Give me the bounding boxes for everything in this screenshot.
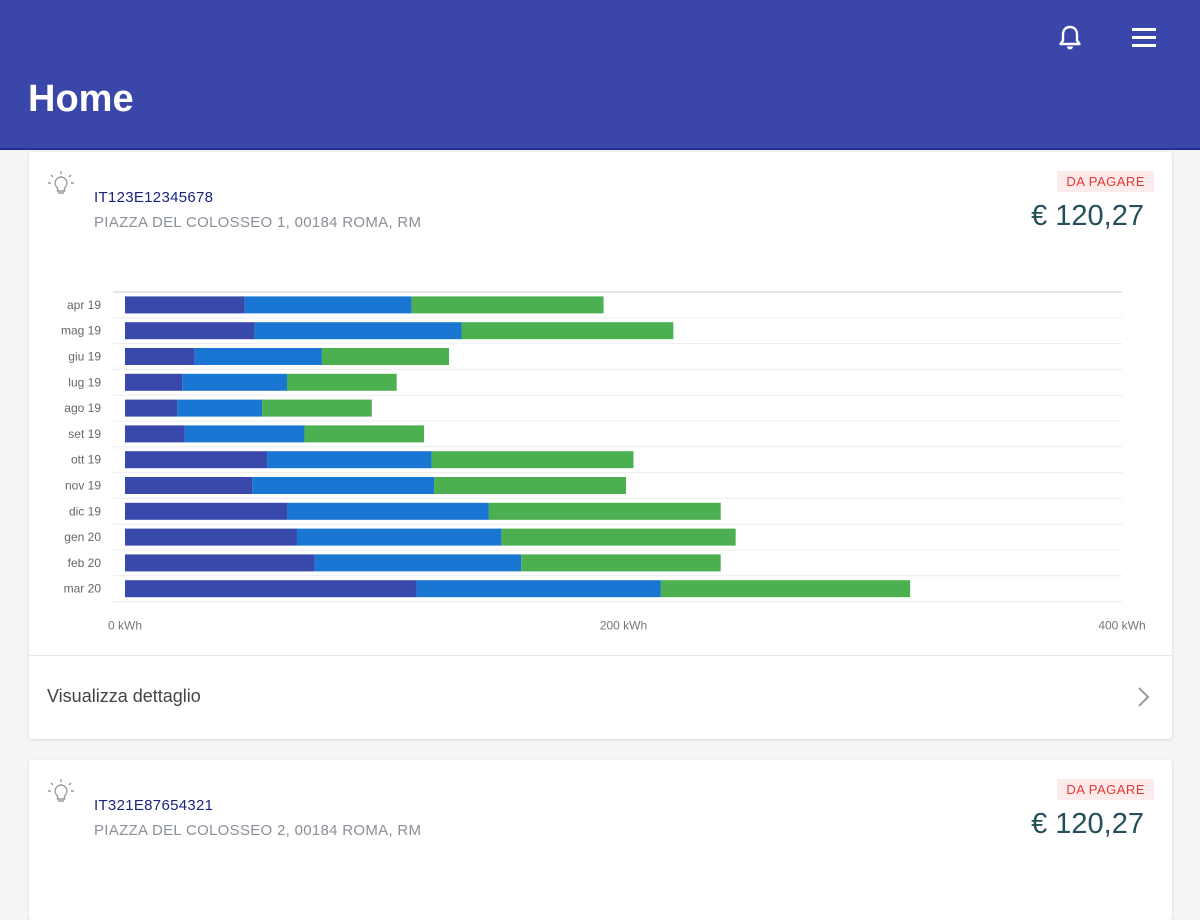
lightbulb-icon [48, 779, 74, 802]
bar-segment [125, 580, 417, 598]
bar-segment [254, 322, 462, 340]
app-bar: Home [0, 0, 1200, 150]
x-tick-label: 400 kWh [1098, 619, 1145, 633]
bar-segment [321, 348, 450, 365]
bar-segment [287, 373, 397, 391]
bar-segment [125, 528, 297, 546]
supply-address: PIAZZA DEL COLOSSEO 2, 00184 ROMA, RM [94, 822, 422, 839]
bar-segment [488, 502, 721, 520]
notifications-button[interactable] [1054, 22, 1086, 54]
category-label: dic 19 [69, 504, 101, 518]
bar-segment [125, 554, 315, 572]
x-tick-label: 200 kWh [600, 619, 647, 633]
bar-segment [125, 373, 183, 391]
menu-icon [1132, 28, 1156, 47]
chevron-right-icon [1138, 687, 1150, 707]
bar-segment [125, 296, 245, 314]
bar-segment [296, 528, 502, 546]
bar-segment [125, 502, 288, 520]
category-label: gen 20 [64, 530, 101, 544]
supply-card: IT123E12345678 PIAZZA DEL COLOSSEO 1, 00… [29, 152, 1172, 739]
status-badge: DA PAGARE [1057, 779, 1154, 800]
bar-segment [287, 502, 489, 520]
category-label: giu 19 [68, 350, 101, 364]
bar-segment [184, 425, 305, 443]
x-tick-label: 0 kWh [108, 619, 142, 633]
category-label: feb 20 [68, 556, 102, 570]
bar-segment [244, 296, 412, 314]
bar-segment [125, 425, 185, 443]
bar-segment [304, 425, 425, 443]
bar-segment [416, 580, 661, 598]
amount: € 120,27 [1031, 200, 1144, 232]
view-detail-button[interactable]: Visualizza dettaglio [29, 655, 1172, 739]
bell-icon [1059, 25, 1081, 50]
bar-segment [125, 451, 268, 469]
bar-segment [431, 451, 634, 469]
bar-segment [177, 399, 263, 417]
bar-segment [252, 477, 435, 494]
bar-segment [521, 554, 721, 572]
pod-code: IT321E87654321 [94, 797, 214, 814]
bar-segment [434, 477, 626, 494]
category-label: apr 19 [67, 298, 101, 312]
supply-card: IT321E87654321 PIAZZA DEL COLOSSEO 2, 00… [29, 760, 1172, 920]
bar-segment [182, 373, 288, 391]
bar-segment [125, 477, 253, 494]
consumption-chart: apr 19 mag 19 giu 19 lug 19 ago 19 set 19 ott … [61, 291, 1146, 633]
bar-segment [314, 554, 522, 572]
pod-code: IT123E12345678 [94, 189, 214, 206]
category-label: ago 19 [64, 401, 101, 415]
bar-segment [267, 451, 432, 469]
page-title: Home [28, 78, 134, 120]
status-badge: DA PAGARE [1057, 171, 1154, 192]
bar-segment [125, 348, 195, 365]
bar-segment [411, 296, 604, 314]
view-detail-label: Visualizza dettaglio [47, 686, 201, 706]
lightbulb-icon [48, 171, 74, 194]
bar-segment [660, 580, 911, 598]
amount: € 120,27 [1031, 808, 1144, 840]
bar-segment [125, 399, 178, 417]
bar-segment [262, 399, 372, 417]
bar-segment [125, 322, 255, 340]
category-label: nov 19 [65, 479, 101, 493]
bar-segment [461, 322, 674, 340]
bar-segment [194, 348, 322, 365]
category-label: mag 19 [61, 324, 101, 338]
menu-button[interactable] [1128, 22, 1160, 54]
category-label: set 19 [68, 427, 101, 441]
supply-address: PIAZZA DEL COLOSSEO 1, 00184 ROMA, RM [94, 214, 422, 231]
bar-segment [501, 528, 736, 546]
category-label: mar 20 [64, 582, 102, 596]
category-label: lug 19 [68, 375, 101, 389]
category-label: ott 19 [71, 453, 101, 467]
